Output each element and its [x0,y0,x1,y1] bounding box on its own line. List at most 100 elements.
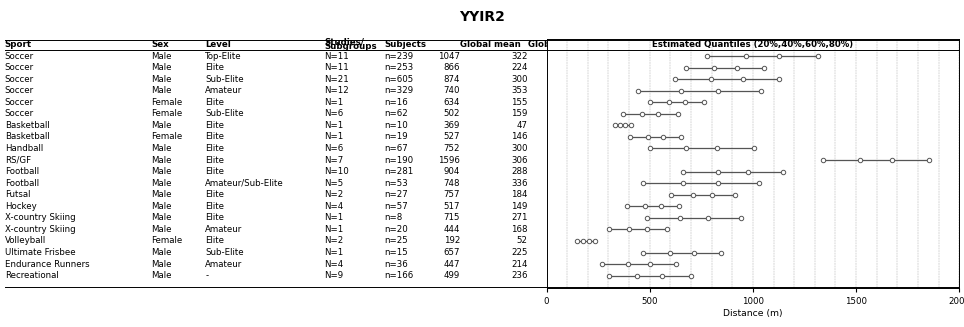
Text: n=20: n=20 [384,225,408,234]
Text: Football: Football [5,167,39,176]
Text: Elite: Elite [205,156,225,164]
Text: Female: Female [151,132,182,141]
Text: Level: Level [205,40,231,49]
Text: Elite: Elite [205,63,225,72]
Text: Amateur: Amateur [205,225,243,234]
Text: Global SD: Global SD [527,40,575,49]
Text: Female: Female [151,98,182,107]
Text: Soccer: Soccer [5,86,34,95]
Text: 300: 300 [511,75,527,84]
Text: 657: 657 [443,248,460,257]
Text: 224: 224 [511,63,527,72]
Text: 146: 146 [511,132,527,141]
Text: 634: 634 [443,98,460,107]
Text: n=25: n=25 [384,236,408,246]
Text: Soccer: Soccer [5,51,34,60]
Text: N=6: N=6 [325,109,344,118]
Text: N=1: N=1 [325,121,344,130]
Text: 336: 336 [511,179,527,188]
Text: Elite: Elite [205,190,225,199]
Text: Football: Football [5,179,39,188]
Text: N=11: N=11 [325,51,349,60]
Text: 47: 47 [517,121,527,130]
Text: Male: Male [151,75,172,84]
Text: 447: 447 [443,260,460,268]
Text: Studies/: Studies/ [325,37,364,46]
Text: Elite: Elite [205,202,225,211]
Text: n=166: n=166 [384,271,414,280]
Text: n=253: n=253 [384,63,414,72]
Text: Amateur: Amateur [205,86,243,95]
Text: N=21: N=21 [325,75,349,84]
X-axis label: Distance (m): Distance (m) [723,309,783,318]
Text: RS/GF: RS/GF [5,156,31,164]
Text: 748: 748 [443,179,460,188]
Text: Sub-Elite: Sub-Elite [205,109,244,118]
Text: Hockey: Hockey [5,202,37,211]
Text: 52: 52 [517,236,527,246]
Text: n=57: n=57 [384,202,408,211]
Text: Basketball: Basketball [5,121,49,130]
Text: n=190: n=190 [384,156,414,164]
Text: Elite: Elite [205,236,225,246]
Text: -: - [205,271,208,280]
Text: N=1: N=1 [325,213,344,222]
Text: Female: Female [151,109,182,118]
Text: n=605: n=605 [384,75,414,84]
Text: n=8: n=8 [384,213,402,222]
Text: 517: 517 [443,202,460,211]
Text: 300: 300 [511,144,527,153]
Text: Female: Female [151,236,182,246]
Text: Basketball: Basketball [5,132,49,141]
Text: Male: Male [151,213,172,222]
Text: Male: Male [151,121,172,130]
Text: 322: 322 [511,51,527,60]
Text: n=67: n=67 [384,144,408,153]
Text: X-country Skiing: X-country Skiing [5,213,75,222]
Text: Subjects: Subjects [384,40,426,49]
Text: Handball: Handball [5,144,43,153]
Text: 353: 353 [511,86,527,95]
Text: Sex: Sex [151,40,169,49]
Text: N=1: N=1 [325,248,344,257]
Text: Male: Male [151,167,172,176]
Text: n=281: n=281 [384,167,414,176]
Text: Male: Male [151,271,172,280]
Text: Elite: Elite [205,132,225,141]
Text: 192: 192 [443,236,460,246]
Text: n=10: n=10 [384,121,408,130]
Text: Estimated Quantiles (20%,40%,60%,80%): Estimated Quantiles (20%,40%,60%,80%) [653,40,853,49]
Text: n=239: n=239 [384,51,414,60]
Text: Elite: Elite [205,121,225,130]
Text: 288: 288 [511,167,527,176]
Text: 752: 752 [443,144,460,153]
Text: Male: Male [151,202,172,211]
Text: N=6: N=6 [325,144,344,153]
Text: 874: 874 [443,75,460,84]
Text: 155: 155 [511,98,527,107]
Text: Male: Male [151,260,172,268]
Text: 369: 369 [443,121,460,130]
Text: Volleyball: Volleyball [5,236,46,246]
Text: Male: Male [151,51,172,60]
Text: 149: 149 [511,202,527,211]
Text: Soccer: Soccer [5,98,34,107]
Text: 444: 444 [443,225,460,234]
Text: N=2: N=2 [325,236,344,246]
Text: Global mean: Global mean [460,40,521,49]
Text: Soccer: Soccer [5,109,34,118]
Text: 527: 527 [443,132,460,141]
Text: 236: 236 [511,271,527,280]
Text: Male: Male [151,190,172,199]
Text: n=53: n=53 [384,179,408,188]
Text: Top-Elite: Top-Elite [205,51,242,60]
Text: n=15: n=15 [384,248,408,257]
Text: N=1: N=1 [325,132,344,141]
Text: N=1: N=1 [325,225,344,234]
Text: n=19: n=19 [384,132,408,141]
Text: 168: 168 [511,225,527,234]
Text: n=16: n=16 [384,98,408,107]
Text: 715: 715 [443,213,460,222]
Text: Sub-Elite: Sub-Elite [205,248,244,257]
Text: 159: 159 [511,109,527,118]
